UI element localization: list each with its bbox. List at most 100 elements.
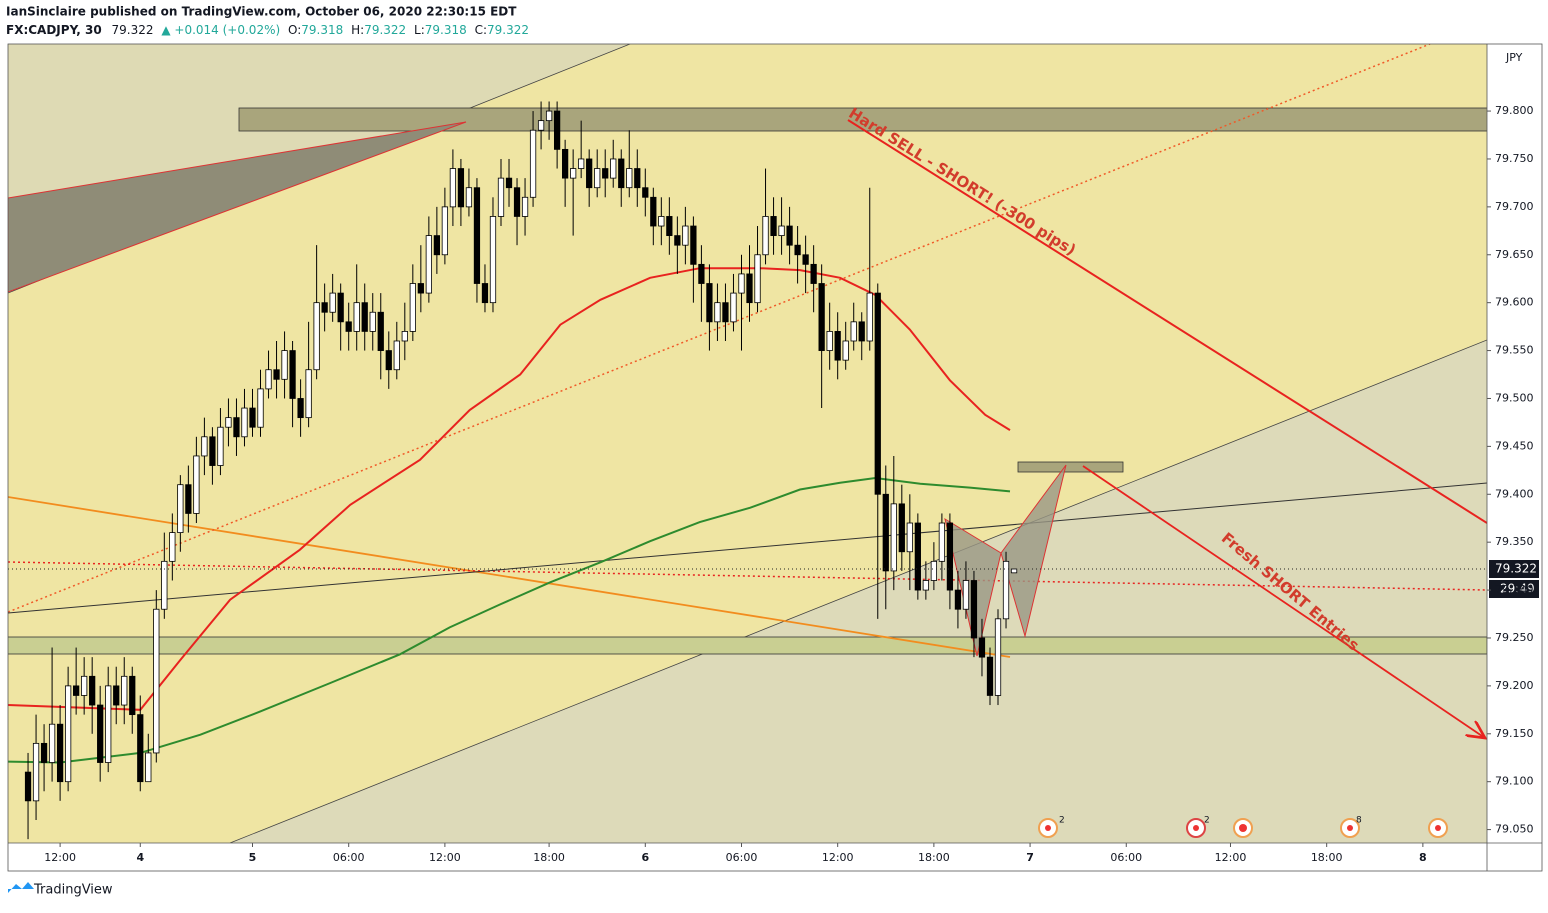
candle-body (273, 369, 280, 380)
candle-body (586, 158, 593, 189)
arrow (1082, 465, 1485, 738)
y-tick-label: 79.800 (1495, 104, 1534, 117)
candle-body (866, 292, 873, 342)
candle-body (457, 168, 465, 208)
candle-body (698, 263, 705, 284)
brand: TradingView (33, 883, 113, 898)
candle-body (858, 321, 865, 342)
candle-body (385, 350, 392, 371)
y-tick-label: 79.100 (1495, 775, 1534, 788)
candle-body (297, 398, 304, 419)
candle-body (185, 484, 192, 514)
candle-body (161, 560, 168, 610)
candle-body (706, 283, 713, 323)
candle-body (177, 484, 184, 533)
candle-body (89, 675, 96, 706)
candle-body (337, 292, 344, 323)
countdown-tag (1489, 580, 1539, 598)
candle-body (217, 426, 224, 466)
candle-body (930, 560, 938, 581)
y-tick-label: 79.700 (1495, 200, 1534, 213)
ohlc-label: C: (475, 23, 487, 37)
y-tick-label: 79.300 (1495, 583, 1534, 596)
dotted-trend (8, 44, 1431, 613)
candle-body (754, 254, 761, 304)
candle-body (369, 311, 376, 332)
y-tick-label: 79.650 (1495, 248, 1534, 261)
candle-body (810, 263, 817, 284)
candle-body (890, 503, 897, 572)
x-tick-label: 12:00 (44, 851, 76, 864)
candle-body (345, 321, 352, 332)
candle-body (986, 656, 994, 696)
frame (7, 43, 1543, 872)
candle-body (626, 168, 633, 189)
event-dot (1435, 825, 1441, 831)
x-tick-label: 12:00 (1215, 851, 1247, 864)
candle-body (594, 168, 601, 189)
candle-body (946, 522, 954, 591)
candle-body (249, 407, 256, 428)
y-tick-label: 79.550 (1495, 344, 1534, 357)
x-tick-label: 12:00 (822, 851, 854, 864)
x-tick-label: 8 (1419, 851, 1427, 864)
candle-body (441, 206, 449, 256)
y-tick-label: 79.600 (1495, 296, 1534, 309)
event-badge: 2 (1059, 816, 1065, 826)
candle-body (209, 436, 216, 466)
last-price: 79.322 (112, 23, 154, 37)
candle-body (738, 273, 745, 294)
series (8, 101, 1018, 840)
brand-logo (8, 882, 34, 893)
candle-body (537, 120, 545, 131)
y-tick-label: 79.250 (1495, 631, 1534, 644)
arrow (847, 119, 1487, 524)
wedge (8, 121, 467, 293)
candle-body (650, 196, 657, 227)
candle-body (505, 177, 513, 189)
candle-body (353, 302, 360, 332)
candle-body (545, 110, 553, 122)
candle-body (674, 235, 681, 246)
candle-body (730, 292, 737, 323)
candle-body (81, 675, 88, 696)
candle-body (425, 235, 432, 294)
candle-body (233, 417, 240, 438)
x-tick-label: 18:00 (1311, 851, 1343, 864)
candle-body (169, 532, 176, 562)
candle-body (401, 331, 408, 342)
candle-body (906, 522, 913, 553)
candle-body (762, 216, 769, 256)
y-tick-label: 79.200 (1495, 679, 1534, 692)
candle-body (553, 110, 561, 150)
x-tick-label: 5 (249, 851, 257, 864)
candle-body (818, 283, 825, 351)
candle-body (802, 254, 809, 265)
y-tick-label: 79.500 (1495, 391, 1534, 404)
event-badge: 2 (1204, 816, 1210, 826)
symbol-line: FX:CADJPY, 30 79.322 ▲ +0.014 (+0.02%) O… (6, 23, 529, 37)
candle-body (914, 522, 921, 591)
candle-body (361, 302, 368, 332)
candle-body (794, 244, 801, 256)
ohlc-label: L: (414, 23, 425, 37)
candle-body (417, 283, 424, 294)
candle-body (48, 723, 56, 763)
candle-body (1010, 568, 1018, 574)
candle-body (786, 225, 793, 246)
candle-body (562, 148, 569, 179)
event-badge: 8 (1356, 816, 1362, 826)
y-tick-label: 79.050 (1495, 823, 1534, 836)
trend-line (8, 482, 1487, 614)
candle-body (610, 158, 617, 179)
candle-body (433, 235, 440, 256)
candle-body (105, 685, 112, 763)
target-zone (1017, 461, 1124, 473)
candle-body (473, 187, 481, 284)
ohlc-value: 79.318 (425, 23, 467, 37)
candle-body (874, 292, 881, 495)
candle-body (658, 216, 665, 227)
candle-body (153, 608, 160, 754)
candle-body (32, 742, 40, 802)
